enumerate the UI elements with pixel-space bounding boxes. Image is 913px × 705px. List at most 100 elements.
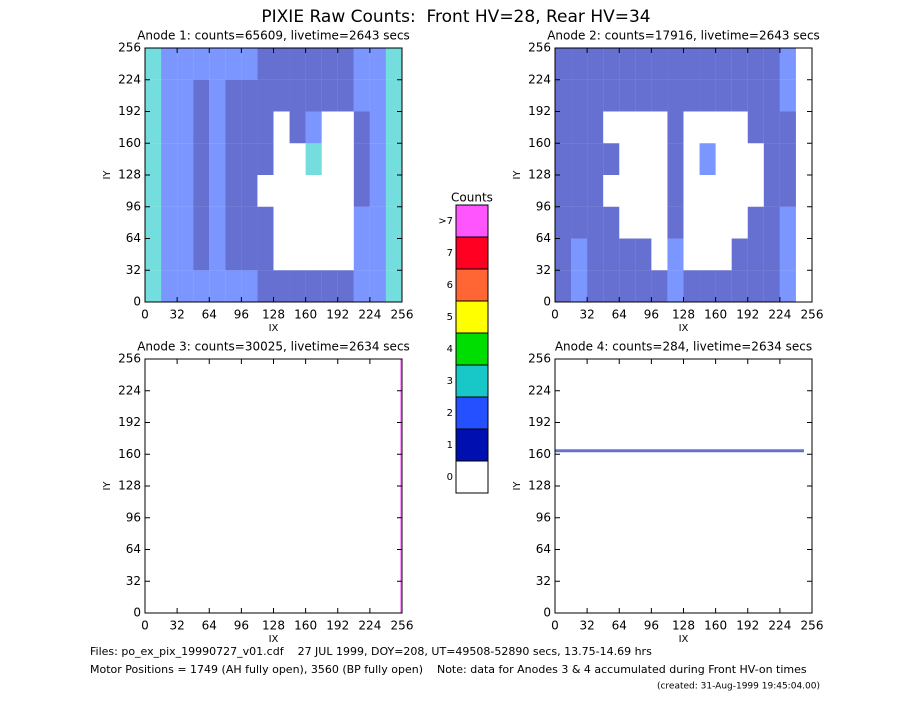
heat-cell [369,238,386,271]
heat-cell [763,143,780,175]
y-tick-label: 32 [536,574,551,588]
x-tick-label: 32 [169,619,184,633]
y-tick-label: 64 [536,542,551,556]
heat-cell [369,111,386,144]
heat-cell [353,111,370,144]
y-tick-label: 0 [543,606,551,620]
x-tick-label: 64 [612,308,627,322]
heat-cell [603,79,620,112]
y-tick-label: 0 [543,295,551,309]
heat-cell [225,143,242,175]
heat-cell [193,111,210,144]
heat-cell [193,79,210,112]
plot-frame [144,358,403,614]
heat-cell [369,175,386,207]
heat-cell [369,79,386,112]
heat-cell [241,111,258,144]
heat-cell [241,175,258,207]
heat-cell [177,238,194,271]
y-tick-label: 96 [126,199,141,213]
colorbar-label: 2 [447,408,453,419]
y-tick-label: 0 [133,295,141,309]
y-axis-label: IY [102,170,113,180]
heat-cell [257,270,274,302]
heat-cell [385,206,402,239]
heat-cell [555,143,572,175]
x-tick-label: 64 [202,619,217,633]
heat-cell [763,206,780,239]
x-tick-label: 64 [202,308,217,322]
heat-cell [763,175,780,207]
y-tick-label: 96 [536,199,551,213]
y-tick-label: 128 [528,479,551,493]
heat-cell [385,111,402,144]
colorbar-label: 6 [447,280,453,291]
heat-cell [603,143,620,175]
heat-cell [555,238,572,271]
x-tick-label: 128 [672,308,695,322]
heat-cell [337,270,354,302]
heat-cell [667,175,684,207]
heat-cell [651,48,668,80]
heat-cell [257,79,274,112]
heat-cell [555,111,572,144]
heat-cell [555,175,572,207]
y-tick-label: 160 [528,447,551,461]
heat-cell [241,79,258,112]
heat-cell [779,79,796,112]
y-tick-label: 160 [118,447,141,461]
y-tick-label: 160 [528,136,551,150]
heat-cell [667,48,684,80]
x-axis-label: IX [269,323,279,334]
heat-cell [241,270,258,302]
heat-cell [715,79,732,112]
heat-cell [603,48,620,80]
y-tick-label: 224 [528,72,551,86]
heat-cell [635,79,652,112]
heat-cell [193,206,210,239]
colorbar-label: 5 [447,312,453,323]
heat-cell [273,270,290,302]
x-tick-label: 128 [672,619,695,633]
heat-cell [619,238,636,271]
y-tick-label: 192 [118,415,141,429]
heat-cell [683,79,700,112]
x-tick-label: 224 [768,619,791,633]
heat-cell [763,111,780,144]
heat-cell [353,79,370,112]
heat-cell [305,48,322,80]
colorbar-box [455,300,489,334]
heat-cell [779,111,796,144]
heat-cell [603,206,620,239]
heat-cell [161,111,178,144]
colorbar-title: Counts [451,191,493,205]
heat-cell [177,48,194,80]
heat-cell [209,206,226,239]
heat-cell [289,111,306,144]
heat-cell [273,79,290,112]
x-tick-label: 96 [644,308,659,322]
heat-cell [337,48,354,80]
y-tick-label: 64 [126,231,141,245]
y-tick-label: 0 [133,606,141,620]
heat-cell [257,143,274,175]
heat-cell [225,79,242,112]
heat-cell [145,270,162,302]
heat-cell [193,270,210,302]
heat-cell [763,79,780,112]
heat-cell [385,238,402,271]
colorbar-label: 1 [447,440,453,451]
heat-cell [683,48,700,80]
heat-cell [385,79,402,112]
y-axis-label: IY [512,170,523,180]
heat-cell [161,206,178,239]
heat-cell [619,270,636,302]
y-tick-label: 224 [118,72,141,86]
heat-cell [555,48,572,80]
y-tick-label: 160 [118,136,141,150]
x-tick-label: 160 [704,308,727,322]
heat-cell [161,238,178,271]
heat-cell [289,48,306,80]
x-axis-label: IX [269,634,279,645]
